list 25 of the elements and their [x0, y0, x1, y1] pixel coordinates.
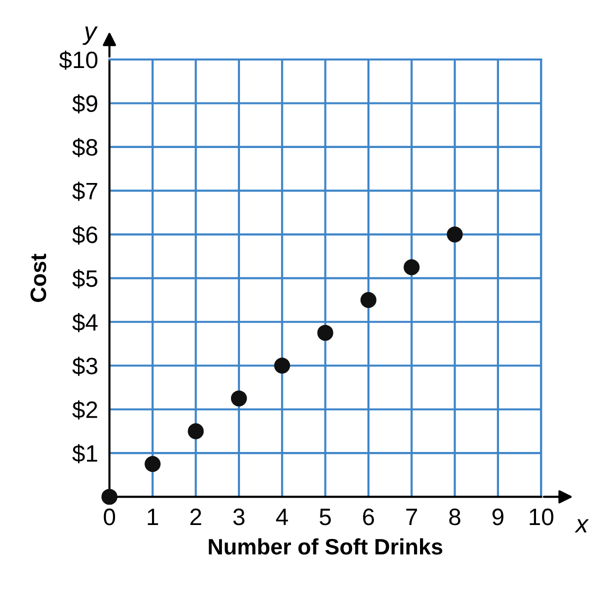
x-tick-label: 1 — [148, 508, 158, 526]
y-tick-label: $1 — [72, 444, 98, 464]
y-tick-label: $5 — [72, 269, 98, 288]
x-tick-label: 6 — [363, 508, 374, 526]
x-tick-label: 3 — [233, 508, 244, 526]
x-tick-label: 0 — [104, 508, 116, 526]
x-tick-label: 7 — [406, 508, 417, 526]
y-axis-title: Cost — [30, 254, 46, 302]
x-tick-label: 8 — [449, 508, 460, 526]
text: y — [82, 26, 98, 45]
text: x — [574, 519, 589, 532]
x-tick-label: 2 — [190, 508, 202, 526]
x-tick-label: 5 — [320, 508, 331, 526]
y-tick-label: $3 — [72, 356, 98, 376]
x-axis-title: Number of Soft Drinks — [208, 538, 442, 555]
y-tick-label: $2 — [72, 400, 98, 420]
y-tick-label: $7 — [72, 182, 98, 201]
y-tick-label: $10 — [59, 50, 98, 70]
y-tick-label: $9 — [72, 94, 98, 114]
y-tick-label: $6 — [72, 226, 98, 245]
x-tick-label: 4 — [276, 508, 288, 526]
y-tick-label: $8 — [72, 138, 98, 158]
x-tick-label: 10 — [530, 508, 554, 526]
x-tick-label: 9 — [492, 508, 504, 526]
y-tick-label: $4 — [72, 312, 98, 332]
